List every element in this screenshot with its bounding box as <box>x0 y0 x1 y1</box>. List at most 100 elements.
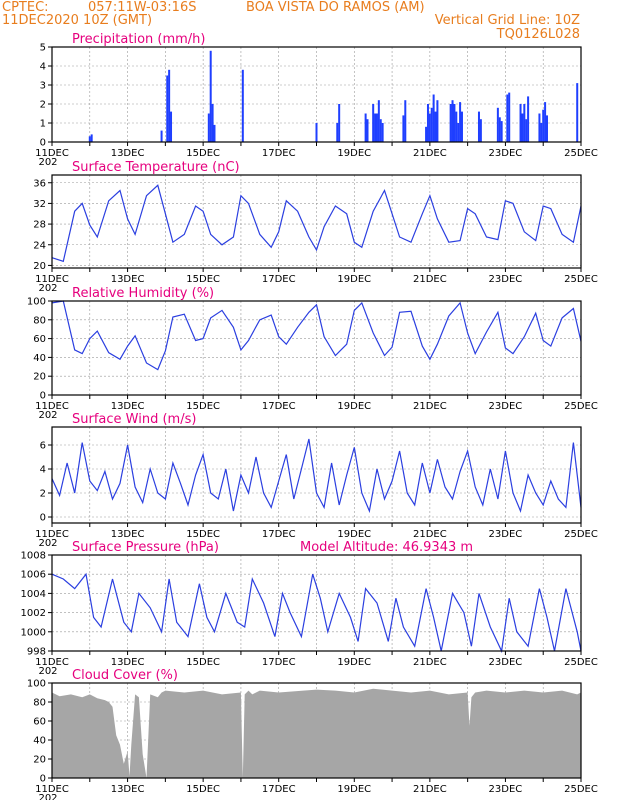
precip-bar <box>479 119 482 142</box>
y-tick-label: 100 <box>27 297 46 308</box>
x-year-label: 202 <box>38 283 57 294</box>
x-tick-label: 25DEC <box>564 529 598 540</box>
x-tick-label: 13DEC <box>111 529 145 540</box>
panel-title: Surface Wind (m/s) <box>72 412 196 427</box>
precip-bar <box>315 123 318 142</box>
x-tick-label: 11DEC <box>35 784 69 795</box>
y-tick-label: 28 <box>33 220 46 231</box>
precip-bar <box>432 94 435 142</box>
y-tick-label: 1000 <box>21 627 46 638</box>
y-tick-label: 100 <box>27 679 46 690</box>
precip-bar <box>338 104 341 142</box>
precip-bar <box>521 113 524 142</box>
x-tick-label: 17DEC <box>262 148 296 159</box>
panel-pressure: 998 1000 1002 1004 1006 1008 11DEC 13DEC 15DEC 17… <box>21 540 598 677</box>
x-tick-label: 15DEC <box>186 274 220 285</box>
y-tick-label: 36 <box>33 178 46 189</box>
x-tick-label: 17DEC <box>262 274 296 285</box>
y-tick-label: 40 <box>33 736 46 747</box>
x-tick-label: 25DEC <box>564 148 598 159</box>
precip-bar <box>430 107 433 142</box>
x-tick-label: 13DEC <box>111 148 145 159</box>
y-tick-label: 80 <box>33 315 46 326</box>
x-tick-label: 21DEC <box>413 784 447 795</box>
wind-line <box>51 438 582 514</box>
precip-bar <box>366 119 369 142</box>
precip-bar <box>449 104 452 142</box>
x-tick-label: 23DEC <box>489 401 523 412</box>
x-tick-label: 11DEC <box>35 274 69 285</box>
x-tick-label: 17DEC <box>262 401 296 412</box>
precip-bar <box>544 102 547 142</box>
y-tick-label: 998 <box>27 647 46 658</box>
precip-bar <box>540 123 543 142</box>
y-tick-label: 4 <box>40 62 46 73</box>
x-tick-label: 13DEC <box>111 784 145 795</box>
precip-bar <box>374 113 377 142</box>
x-year-label: 202 <box>38 793 57 800</box>
y-tick-label: 0 <box>40 391 46 402</box>
header-station: BOA VISTA DO RAMOS (AM) <box>246 0 425 15</box>
panel-title: Relative Humidity (%) <box>72 286 214 301</box>
cloud-cover-area <box>52 688 581 778</box>
y-tick-label: 0 <box>40 138 46 149</box>
precip-bar <box>364 113 367 142</box>
x-tick-label: 11DEC <box>35 148 69 159</box>
panel-title: Precipitation (mm/h) <box>72 32 205 47</box>
precip-bar <box>377 100 380 142</box>
y-tick-label: 80 <box>33 698 46 709</box>
y-tick-label: 0 <box>40 513 46 524</box>
x-tick-label: 25DEC <box>564 274 598 285</box>
precip-bar <box>455 111 458 142</box>
precip-bar <box>527 96 530 142</box>
y-tick-label: 60 <box>33 334 46 345</box>
precip-bar <box>241 69 244 142</box>
precip-bar <box>207 113 210 142</box>
precip-bar <box>545 115 548 142</box>
panel-title: Surface Temperature (nC) <box>72 160 240 175</box>
model-altitude-label: Model Altitude: 46.9343 m <box>300 540 473 555</box>
precip-bar <box>426 104 429 142</box>
temp-line <box>51 184 582 263</box>
y-tick-label: 3 <box>40 81 46 92</box>
x-year-label: 202 <box>38 666 57 677</box>
precip-bar <box>428 113 431 142</box>
precip-bar <box>453 104 456 142</box>
x-tick-label: 21DEC <box>413 274 447 285</box>
y-tick-label: 20 <box>33 755 46 766</box>
x-tick-label: 21DEC <box>413 657 447 668</box>
precip-bar <box>460 111 463 142</box>
precip-bar <box>375 113 378 142</box>
x-tick-label: 21DEC <box>413 529 447 540</box>
panel-cloud: 0 20 40 60 80 100 11DEC 13DEC 15DEC 17DEC 19DEC 21D… <box>27 668 598 800</box>
x-tick-label: 25DEC <box>564 401 598 412</box>
precip-bar <box>576 83 579 142</box>
x-tick-label: 11DEC <box>35 401 69 412</box>
y-tick-label: 32 <box>33 199 46 210</box>
precip-bar <box>496 107 499 142</box>
x-tick-label: 19DEC <box>337 657 371 668</box>
x-tick-label: 23DEC <box>489 274 523 285</box>
precip-bar <box>160 130 163 142</box>
x-tick-label: 17DEC <box>262 529 296 540</box>
x-tick-label: 23DEC <box>489 529 523 540</box>
precip-bar <box>336 123 339 142</box>
precip-bar <box>425 126 428 142</box>
precip-bar <box>498 117 501 142</box>
precip-bar <box>88 136 91 142</box>
panel-wind: 0 2 4 6 11DEC 13DEC 15DEC 17DEC 19DEC 21DEC 23DEC 2… <box>35 412 598 549</box>
precip-bar <box>166 75 169 142</box>
precip-bar <box>213 124 216 142</box>
y-tick-label: 20 <box>33 261 46 272</box>
precip-bar <box>523 104 526 142</box>
precip-bar <box>538 113 541 142</box>
x-year-label: 202 <box>38 538 57 549</box>
x-tick-label: 11DEC <box>35 657 69 668</box>
precip-bar <box>506 94 509 142</box>
precip-bar <box>525 119 528 142</box>
precip-bar <box>402 115 405 142</box>
panel-title: Cloud Cover (%) <box>72 668 178 683</box>
precip-bar <box>500 121 503 142</box>
x-tick-label: 23DEC <box>489 657 523 668</box>
